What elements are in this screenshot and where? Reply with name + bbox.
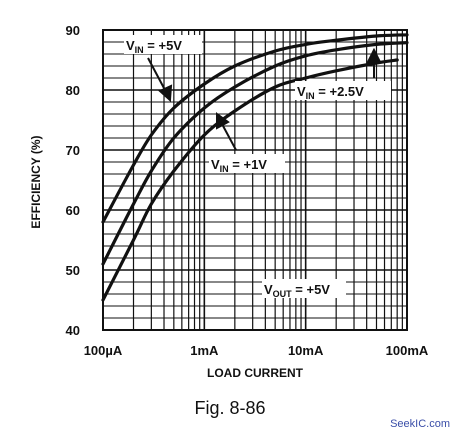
x-axis-title: LOAD CURRENT [207,366,304,380]
y-tick-labels: 40 50 60 70 80 90 [66,23,80,338]
series-label-vin-5v: VIN = +5V [126,38,182,55]
series-group [101,33,409,302]
arrow-vin-1v [216,112,237,151]
y-tick-label: 70 [66,143,80,158]
figure-caption: Fig. 8-86 [194,398,266,418]
y-tick-label: 80 [66,83,80,98]
annotation-vout-5v: VOUT = +5V [264,282,330,299]
x-tick-labels: 100µA 1mA 10mA 100mA [84,343,429,358]
arrow-vin-2-5v [366,47,382,78]
plot-frame [102,29,408,331]
arrow-vin-5v [147,57,173,103]
y-tick-label: 60 [66,203,80,218]
series-line-1 [101,41,409,266]
y-axis-title: EFFICIENCY (%) [29,135,43,228]
label-bg-vout [262,279,346,298]
x-tick-label: 100mA [386,343,429,358]
x-tick-label: 100µA [84,343,123,358]
label-bg-vin-2-5v [295,81,391,100]
series-label-vin-1v: VIN = +1V [211,157,267,174]
label-bg-vin-5v [124,35,202,54]
x-tick-label: 1mA [190,343,219,358]
y-tick-label: 50 [66,263,80,278]
series-label-vin-2-5v: VIN = +2.5V [297,84,364,101]
y-tick-label: 90 [66,23,80,38]
series-line-0 [101,33,409,224]
x-tick-label: 10mA [288,343,324,358]
watermark: SeekIC.com [390,418,450,430]
label-bg-vin-1v [209,154,285,173]
y-tick-label: 40 [66,323,80,338]
series-line-2 [101,58,399,302]
